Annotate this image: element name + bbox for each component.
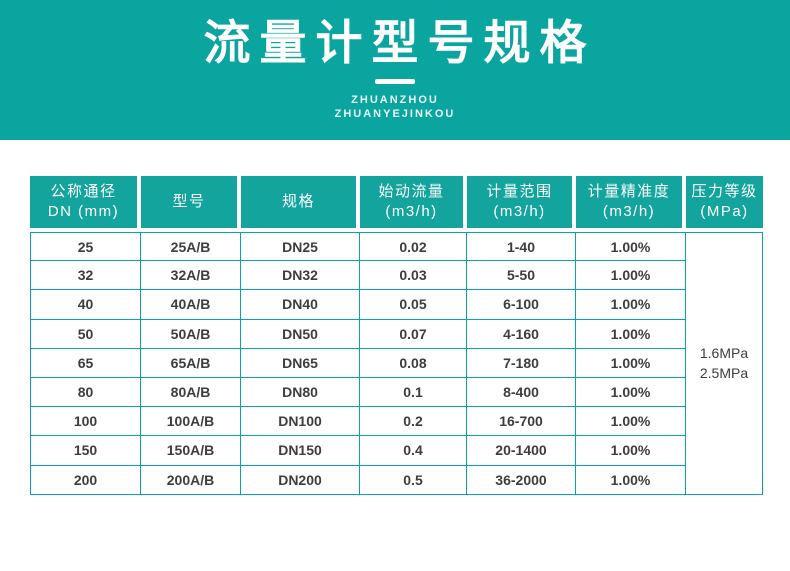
table-cell: 40 xyxy=(30,290,141,320)
table-cell: DN150 xyxy=(241,436,360,466)
table-cell: 1-40 xyxy=(467,232,576,262)
table-cell: 80A/B xyxy=(141,377,241,408)
table-cell: 0.2 xyxy=(360,407,467,437)
table-cell: 1.00% xyxy=(576,261,686,291)
col-header-start-flow-line1: 始动流量 xyxy=(378,183,445,200)
table-cell: DN32 xyxy=(241,261,360,291)
table-cell: 80 xyxy=(30,377,141,408)
table-cell: 150 xyxy=(30,436,141,466)
table-cell: 4-160 xyxy=(467,319,576,349)
table-cell: 0.5 xyxy=(360,465,467,495)
table-cell: 1.00% xyxy=(576,407,686,437)
table-cell: 50 xyxy=(30,319,141,349)
table-cell: DN40 xyxy=(241,290,360,320)
table-cell: 0.07 xyxy=(360,319,467,349)
table-cell: 1.00% xyxy=(576,436,686,466)
table-cell: 0.08 xyxy=(360,348,467,378)
table-cell: 16-700 xyxy=(467,407,576,437)
pressure-rating-cell: 1.6MPa 2.5MPa xyxy=(686,232,763,495)
table-cell: 1.00% xyxy=(576,377,686,408)
table-cell: 0.1 xyxy=(360,377,467,408)
table-cell: 32 xyxy=(30,261,141,291)
table-cell: 1.00% xyxy=(576,232,686,262)
table-cell: DN50 xyxy=(241,319,360,349)
table-cell: 1.00% xyxy=(576,319,686,349)
table-cell: DN200 xyxy=(241,465,360,495)
col-header-model: 型号 xyxy=(141,176,241,232)
col-header-start-flow: 始动流量 (m3/h) xyxy=(360,176,467,232)
table-cell: 7-180 xyxy=(467,348,576,378)
table-cell: 65 xyxy=(30,348,141,378)
col-header-model-line1: 型号 xyxy=(172,193,206,210)
table-cell: 150A/B xyxy=(141,436,241,466)
table-cell: DN25 xyxy=(241,232,360,262)
table-cell: 25A/B xyxy=(141,232,241,262)
table-cell: DN65 xyxy=(241,348,360,378)
col-header-range-line2: (m3/h) xyxy=(493,203,546,220)
table-cell: 0.02 xyxy=(360,232,467,262)
col-header-start-flow-line2: (m3/h) xyxy=(385,203,438,220)
col-header-dn-line2: DN (mm) xyxy=(47,203,120,220)
table-cell: 25 xyxy=(30,232,141,262)
table-cell: 5-50 xyxy=(467,261,576,291)
col-header-range-line1: 计量范围 xyxy=(486,183,553,200)
table-cell: 36-2000 xyxy=(467,465,576,495)
table-cell: DN100 xyxy=(241,407,360,437)
spec-table: 公称通径 DN (mm) 型号 规格 始动流量 (m3/h) 计量范围 (m3/… xyxy=(30,176,763,495)
col-header-accuracy-line2: (m3/h) xyxy=(602,203,656,220)
col-header-pressure-line2: (MPa) xyxy=(700,203,749,220)
table-cell: 0.05 xyxy=(360,290,467,320)
subtitle-line1: ZHUANZHOU xyxy=(351,94,439,106)
pressure-line2: 2.5MPa xyxy=(699,365,749,382)
table-cell: 0.03 xyxy=(360,261,467,291)
banner: 流量计型号规格 ZHUANZHOU ZHUANYEJINKOU xyxy=(0,0,790,140)
table-cell: 6-100 xyxy=(467,290,576,320)
banner-subtitle: ZHUANZHOU ZHUANYEJINKOU xyxy=(335,93,456,121)
table-cell: 65A/B xyxy=(141,348,241,378)
col-header-accuracy-line1: 计量精准度 xyxy=(587,183,671,200)
page-title: 流量计型号规格 xyxy=(203,16,596,69)
table-cell: 20-1400 xyxy=(467,436,576,466)
col-header-accuracy: 计量精准度 (m3/h) xyxy=(576,176,686,232)
table-cell: 50A/B xyxy=(141,319,241,349)
table-cell: 100 xyxy=(30,407,141,437)
table-cell: DN80 xyxy=(241,377,360,408)
table-cell: 0.4 xyxy=(360,436,467,466)
table-cell: 32A/B xyxy=(141,261,241,291)
table-cell: 8-400 xyxy=(467,377,576,408)
col-header-pressure-line1: 压力等级 xyxy=(691,183,758,200)
table-cell: 1.00% xyxy=(576,290,686,320)
title-divider xyxy=(375,79,415,84)
table-cell: 1.00% xyxy=(576,465,686,495)
col-header-dn: 公称通径 DN (mm) xyxy=(30,176,141,232)
table-cell: 1.00% xyxy=(576,348,686,378)
table-cell: 40A/B xyxy=(141,290,241,320)
col-header-pressure: 压力等级 (MPa) xyxy=(686,176,763,232)
table-cell: 200 xyxy=(30,465,141,495)
col-header-dn-line1: 公称通径 xyxy=(50,183,117,200)
col-header-spec-line1: 规格 xyxy=(281,193,315,210)
col-header-spec: 规格 xyxy=(241,176,360,232)
table-cell: 100A/B xyxy=(141,407,241,437)
col-header-range: 计量范围 (m3/h) xyxy=(467,176,576,232)
table-cell: 200A/B xyxy=(141,465,241,495)
subtitle-line2: ZHUANYEJINKOU xyxy=(334,108,456,120)
pressure-line1: 1.6MPa xyxy=(699,345,749,362)
